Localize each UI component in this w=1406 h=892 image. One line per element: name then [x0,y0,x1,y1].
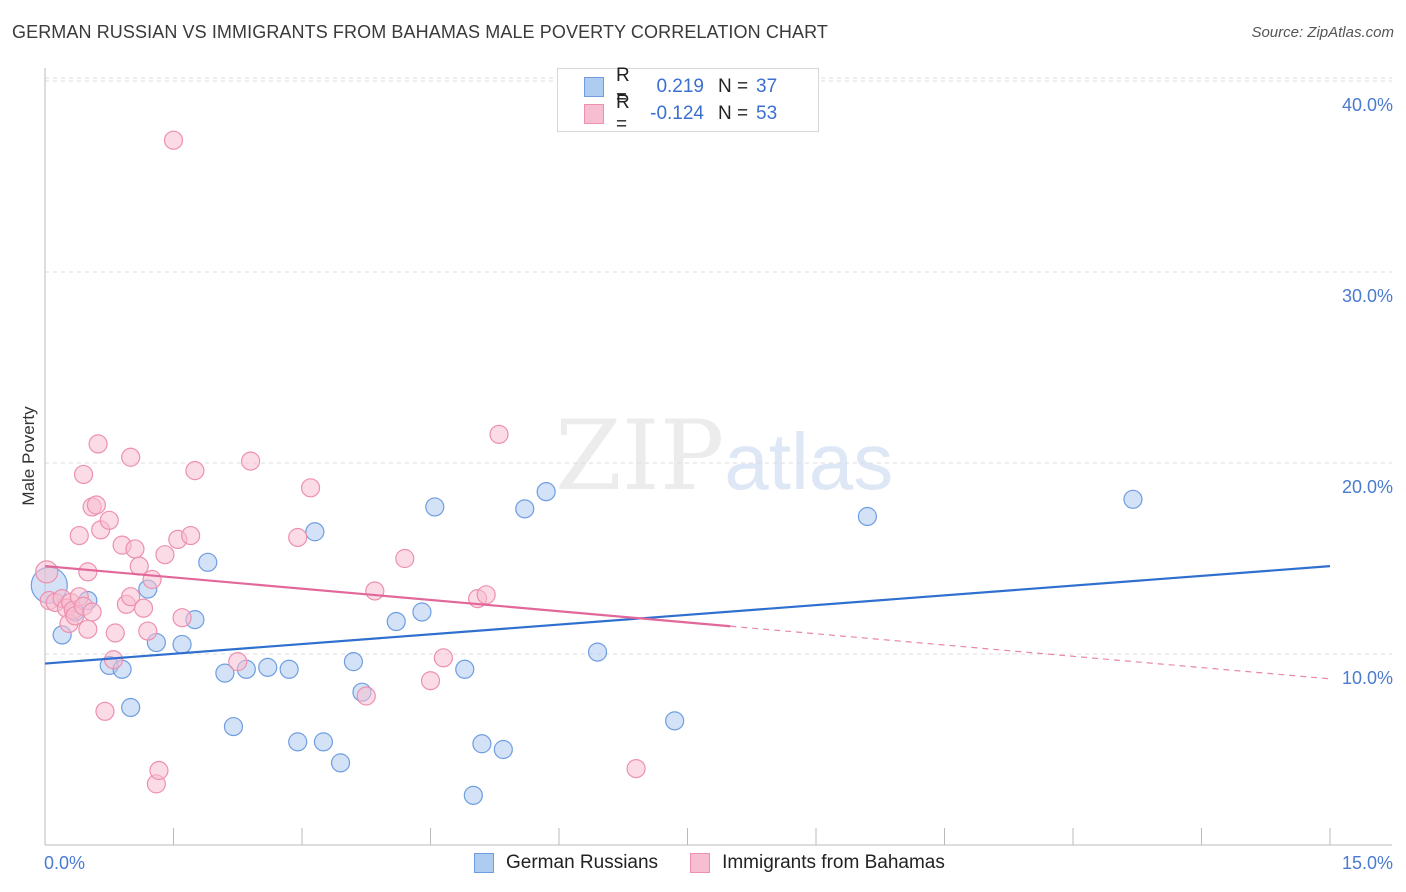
bahamas-point [73,464,94,485]
bahamas-point [300,478,321,498]
bahamas-point [420,671,441,691]
german-russians-point [198,552,218,572]
german-russians-point [493,739,513,760]
german-russians-point [386,611,406,632]
bahamas-trendline [44,565,731,628]
x-tick-label: 15.0% [1342,853,1393,873]
watermark: ZIPatlas [555,400,893,512]
bahamas-point [99,510,119,530]
series-label-german-russians: German Russians [506,852,659,873]
watermark-zip: ZIP [555,400,725,512]
bahamas-point [185,461,205,481]
bahamas-trendline-extension [730,625,1331,680]
legend-row-german-russians: R = 0.219 N = 37 [584,65,778,108]
legend-r-value: 0.219 [656,76,704,97]
bahamas-point [163,130,184,150]
bahamas-point [288,527,308,548]
bahamas-point [142,569,162,590]
bahamas-point [86,495,107,515]
legend-r-label: R = [616,65,630,108]
bahamas-point [133,598,154,618]
german-russians-point [857,506,878,527]
german-russians-point [172,634,192,655]
y-axis-label: Male Poverty [19,406,38,506]
german-russians-point [665,711,685,731]
y-tick-label: 20.0% [1342,477,1393,497]
bahamas-point [125,539,145,559]
bahamas-point [149,760,169,781]
german-russians-point [215,663,235,683]
legend-n-label: N = [718,76,749,97]
legend-n-value: 37 [756,76,778,97]
bahamas-point [433,648,453,668]
bahamas-point [155,545,175,565]
bahamas-point [78,619,98,639]
bahamas-point [489,424,509,444]
legend-r-label: R = [616,92,630,135]
legend-n-value: 53 [756,103,778,124]
german-russians-point [455,659,475,679]
legend-swatch-blue [584,77,604,97]
bahamas-point [138,621,158,641]
series-swatch-blue [474,853,494,873]
bahamas-point [78,562,98,582]
german-russians-point [587,642,608,662]
bahamas-point [88,434,108,454]
bahamas-point [82,602,102,622]
german-russians-point [343,652,363,672]
german-russians-trendline [44,565,1331,665]
german-russians-point [425,497,445,517]
bahamas-point [356,686,376,706]
german-russians-point [279,659,299,679]
legend-row-bahamas: R = -0.124 N = 53 [584,92,778,135]
bahamas-point [476,585,496,605]
german-russians-point [1123,489,1143,509]
german-russians-point [223,716,244,737]
bahamas-point [228,652,248,672]
german-russians-point [121,697,141,718]
german-russians-point [258,657,278,677]
german-russians-point [515,499,535,519]
watermark-atlas: atlas [724,417,894,506]
german-russians-point [412,602,432,622]
bahamas-point [395,548,415,569]
bahamas-point [121,447,141,467]
german-russians-point [305,522,325,542]
german-russians-point [330,753,351,773]
chart-title: GERMAN RUSSIAN VS IMMIGRANTS FROM BAHAMA… [12,22,828,42]
bahamas-point [172,608,192,628]
y-tick-label: 10.0% [1342,668,1393,688]
y-tick-label: 40.0% [1342,95,1393,115]
series-label-bahamas: Immigrants from Bahamas [722,852,945,873]
series-legend-german-russians: German Russians [474,852,658,874]
correlation-legend: R = 0.219 N = 37 R = -0.124 N = 53 [557,65,819,135]
legend-r-value: -0.124 [650,103,704,124]
bahamas-point [129,556,149,576]
legend-swatch-pink [584,104,604,124]
german-russians-point [472,734,492,754]
bahamas-point [95,701,115,721]
series-swatch-pink [690,853,711,873]
x-tick-label: 0.0% [44,853,85,873]
german-russians-point [463,785,483,805]
bahamas-point [181,525,201,546]
bahamas-point [626,758,646,779]
y-tick-label: 30.0% [1342,286,1393,306]
bahamas-point [365,581,385,601]
series-legend: German Russians Immigrants from Bahamas [474,852,977,874]
bahamas-point [35,560,59,584]
german-russians-point [536,482,556,502]
bahamas-point [241,451,261,471]
german-russians-point [288,732,308,752]
source-label: Source: ZipAtlas.com [1251,24,1394,41]
bahamas-point [69,525,89,546]
series-legend-bahamas: Immigrants from Bahamas [690,852,945,874]
bahamas-point [121,587,141,607]
legend-n-label: N = [718,103,749,124]
german-russians-point [313,732,334,752]
bahamas-point [105,623,125,643]
